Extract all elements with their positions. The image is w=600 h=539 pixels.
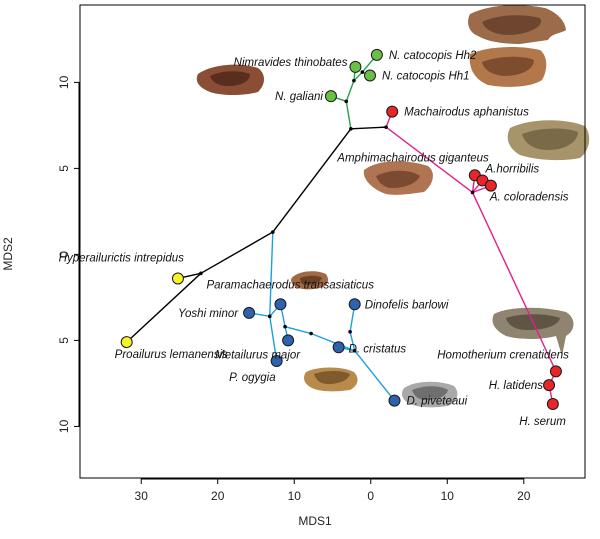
tree-edge (200, 231, 274, 274)
data-point (349, 60, 362, 73)
data-point (363, 69, 376, 82)
data-point (370, 48, 383, 61)
x-tick-label: 20 (517, 489, 531, 503)
point-label: Dinofelis barlowi (365, 299, 449, 311)
plot-border (79, 4, 586, 479)
point-label: P. ogygia (229, 372, 275, 384)
data-point (332, 341, 345, 354)
point-label: D. piveteaui (406, 396, 467, 408)
y-tick-label: 10 (57, 419, 71, 433)
tree-node (267, 314, 272, 319)
point-label: Homotherium crenatidens (437, 349, 569, 361)
tree-edge (354, 350, 396, 402)
tree-node (352, 78, 356, 83)
y-axis: 10 5 0 5 10 (57, 75, 80, 433)
point-label: Yoshi minor (178, 308, 239, 320)
y-axis-title: MDS2 (1, 237, 15, 271)
x-tick-label: 20 (211, 489, 225, 503)
skull-image-piveteaui (402, 381, 458, 408)
point-label: H. serum (519, 416, 566, 428)
skull-image-horribilis (363, 161, 433, 195)
x-tick-label: 10 (441, 489, 455, 503)
y-tick-label: 5 (57, 337, 71, 344)
data-point (348, 298, 361, 311)
point-label: Metailurus major (215, 349, 301, 361)
tree-node (271, 230, 275, 234)
point-label: N. galiani (275, 91, 323, 103)
tree-node (360, 70, 365, 74)
tree-node (470, 190, 475, 195)
y-tick-label: 5 (57, 165, 71, 172)
data-points (120, 48, 562, 411)
data-point (546, 398, 559, 411)
tree-edge (269, 232, 274, 317)
x-tick-label: 10 (288, 489, 302, 503)
plot-frame (79, 4, 586, 479)
point-label: Paramachaerodus transasiaticus (206, 279, 374, 291)
tree-edge (349, 331, 356, 351)
tree-edge (385, 126, 473, 194)
point-label: D. cristatus (349, 343, 407, 355)
tree-node (384, 125, 388, 129)
skull-image-galiani (196, 64, 264, 95)
point-label: Hyperailurictis intrepidus (59, 252, 185, 264)
tree-edge (345, 80, 355, 102)
tree-node (199, 271, 203, 276)
skull-image-transasiaticus (291, 271, 328, 290)
skull-image-giganteus (507, 120, 590, 161)
tree-edge (310, 332, 355, 352)
data-point (270, 355, 283, 368)
point-label: A. coloradensis (489, 192, 569, 204)
tree-node (344, 99, 349, 104)
point-label: N. catocopis Hh2 (389, 50, 477, 62)
tree-edge (471, 192, 557, 372)
x-axis-title: MDS1 (298, 514, 332, 528)
point-label: A.horribilis (484, 163, 539, 175)
tree-edge (353, 71, 363, 82)
tree-edge (272, 128, 352, 233)
tree-nodes (199, 70, 475, 353)
data-point (274, 298, 287, 311)
y-tick-label: 10 (57, 75, 71, 89)
y-tick-label: 0 (57, 251, 71, 258)
data-point (484, 179, 497, 192)
skull-image-catocopis-hh2 (468, 5, 566, 44)
point-label: H. latidens (489, 380, 544, 392)
data-point (549, 365, 562, 378)
tree-node (309, 331, 313, 336)
data-point (120, 336, 133, 349)
x-axis: 30 20 10 0 10 20 (135, 478, 531, 503)
data-point (243, 306, 256, 319)
point-label: Nimravides thinobates (234, 57, 348, 69)
data-point (386, 105, 399, 118)
data-point (388, 394, 401, 407)
point-labels: Hyperailurictis intrepidus Proailurus lem… (59, 50, 570, 428)
tree-node (283, 324, 287, 329)
tree-node (348, 330, 352, 334)
point-label: Proailurus lemanensis (115, 349, 228, 361)
skull-images (196, 5, 590, 408)
tree-edge (126, 272, 202, 343)
point-label: N. catocopis Hh1 (382, 71, 470, 83)
data-point (543, 379, 556, 392)
skull-image-catocopis-hh1 (469, 46, 547, 87)
tree-node (349, 127, 353, 131)
tree-node (352, 348, 357, 353)
point-label: Machairodus aphanistus (404, 107, 529, 119)
point-label: Amphimachairodus giganteus (336, 152, 489, 164)
x-tick-label: 30 (135, 489, 149, 503)
data-point (282, 334, 295, 347)
data-point (171, 272, 184, 285)
skull-image-ogygia (304, 367, 358, 392)
data-point (324, 90, 337, 103)
tree-edge (284, 325, 312, 335)
tree-edge (269, 316, 278, 362)
tree-edge (350, 126, 387, 130)
tree-edge (345, 101, 352, 129)
x-tick-label: 0 (367, 489, 374, 503)
